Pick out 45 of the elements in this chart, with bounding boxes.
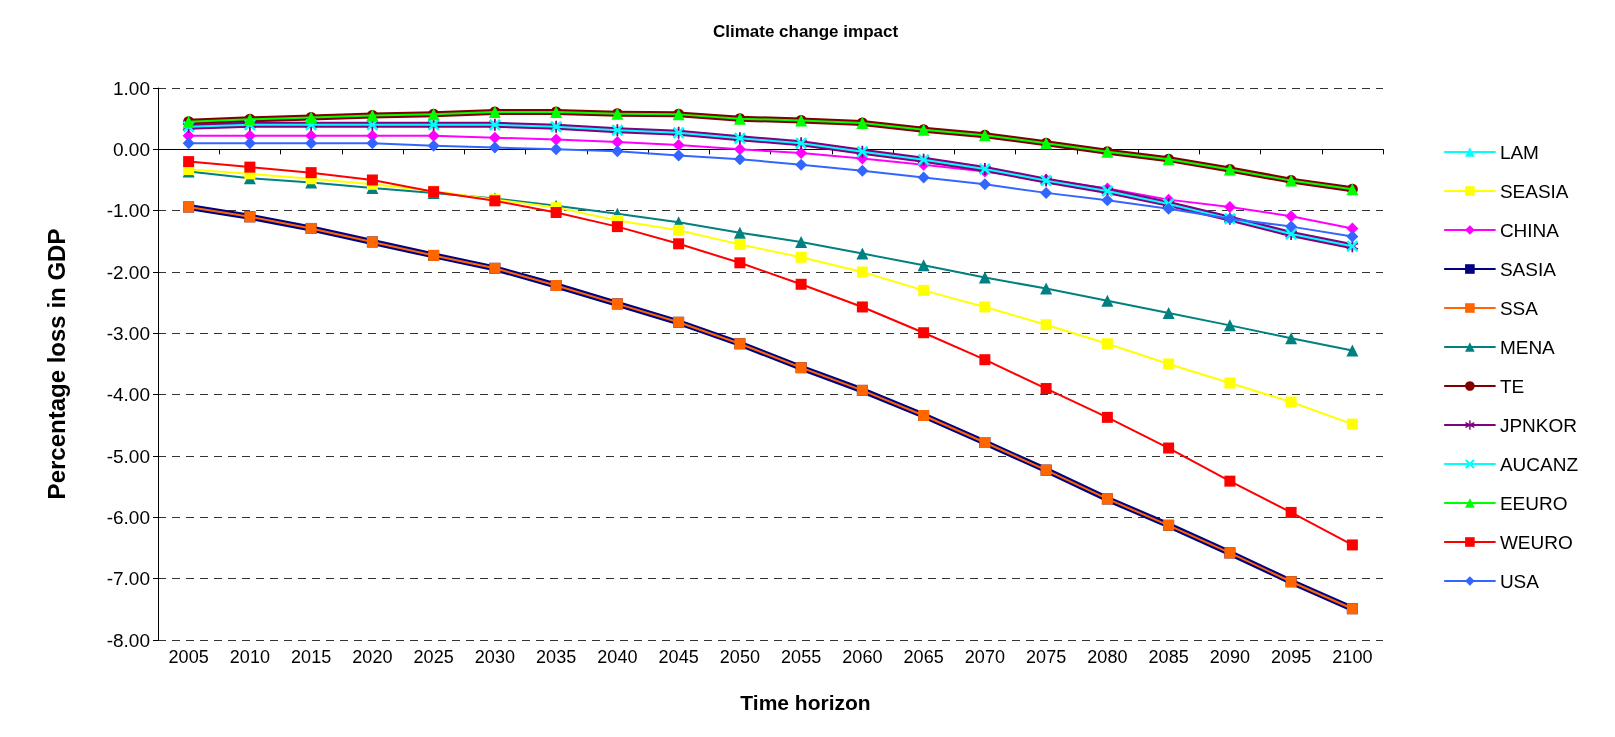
legend-label: LAM xyxy=(1499,141,1539,163)
y-tick-label: -7.00 xyxy=(106,568,150,590)
legend-label: AUCANZ xyxy=(1499,453,1579,475)
x-tick-label: 2060 xyxy=(842,647,883,667)
y-tick-label: -3.00 xyxy=(106,322,150,344)
y-tick-label: -4.00 xyxy=(106,384,150,406)
x-tick-label: 2020 xyxy=(352,647,393,667)
y-tick-label: 1.00 xyxy=(113,77,150,99)
x-tick-label: 2095 xyxy=(1271,647,1312,667)
x-tick-label: 2090 xyxy=(1209,647,1250,667)
legend-label: USA xyxy=(1499,570,1540,592)
legend-label: SEASIA xyxy=(1499,180,1569,202)
y-tick-label: -1.00 xyxy=(106,200,150,222)
legend-label: EEURO xyxy=(1499,492,1568,514)
x-tick-label: 2065 xyxy=(903,647,944,667)
legend-label: CHINA xyxy=(1499,219,1560,241)
y-tick-label: 0.00 xyxy=(113,138,150,160)
x-tick-label: 2045 xyxy=(658,647,699,667)
x-tick-label: 2040 xyxy=(597,647,638,667)
x-tick-label: 2025 xyxy=(413,647,454,667)
x-tick-label: 2010 xyxy=(229,647,270,667)
x-axis-title: Time horizon xyxy=(740,691,871,714)
x-tick-label: 2100 xyxy=(1332,647,1373,667)
x-tick-label: 2030 xyxy=(474,647,515,667)
x-tick-label: 2075 xyxy=(1026,647,1067,667)
legend-label: SSA xyxy=(1499,297,1539,319)
x-tick-label: 2035 xyxy=(536,647,577,667)
y-tick-label: -2.00 xyxy=(106,261,150,283)
y-tick-label: -5.00 xyxy=(106,445,150,467)
x-tick-label: 2080 xyxy=(1087,647,1128,667)
legend-label: WEURO xyxy=(1499,531,1573,553)
legend-label: JPNKOR xyxy=(1499,414,1577,436)
legend-label: SASIA xyxy=(1499,258,1557,280)
legend-label: MENA xyxy=(1499,336,1556,358)
x-tick-label: 2085 xyxy=(1148,647,1189,667)
x-tick-label: 2055 xyxy=(781,647,822,667)
chart-title: Climate change impact xyxy=(712,22,899,41)
x-tick-label: 2070 xyxy=(964,647,1005,667)
legend-label: TE xyxy=(1499,375,1525,397)
x-tick-label: 2015 xyxy=(291,647,332,667)
y-tick-label: -8.00 xyxy=(106,629,150,651)
x-tick-label: 2050 xyxy=(719,647,760,667)
y-tick-label: -6.00 xyxy=(106,506,150,528)
x-tick-label: 2005 xyxy=(168,647,209,667)
y-axis-title: Percentage loss in GDP xyxy=(42,228,70,500)
